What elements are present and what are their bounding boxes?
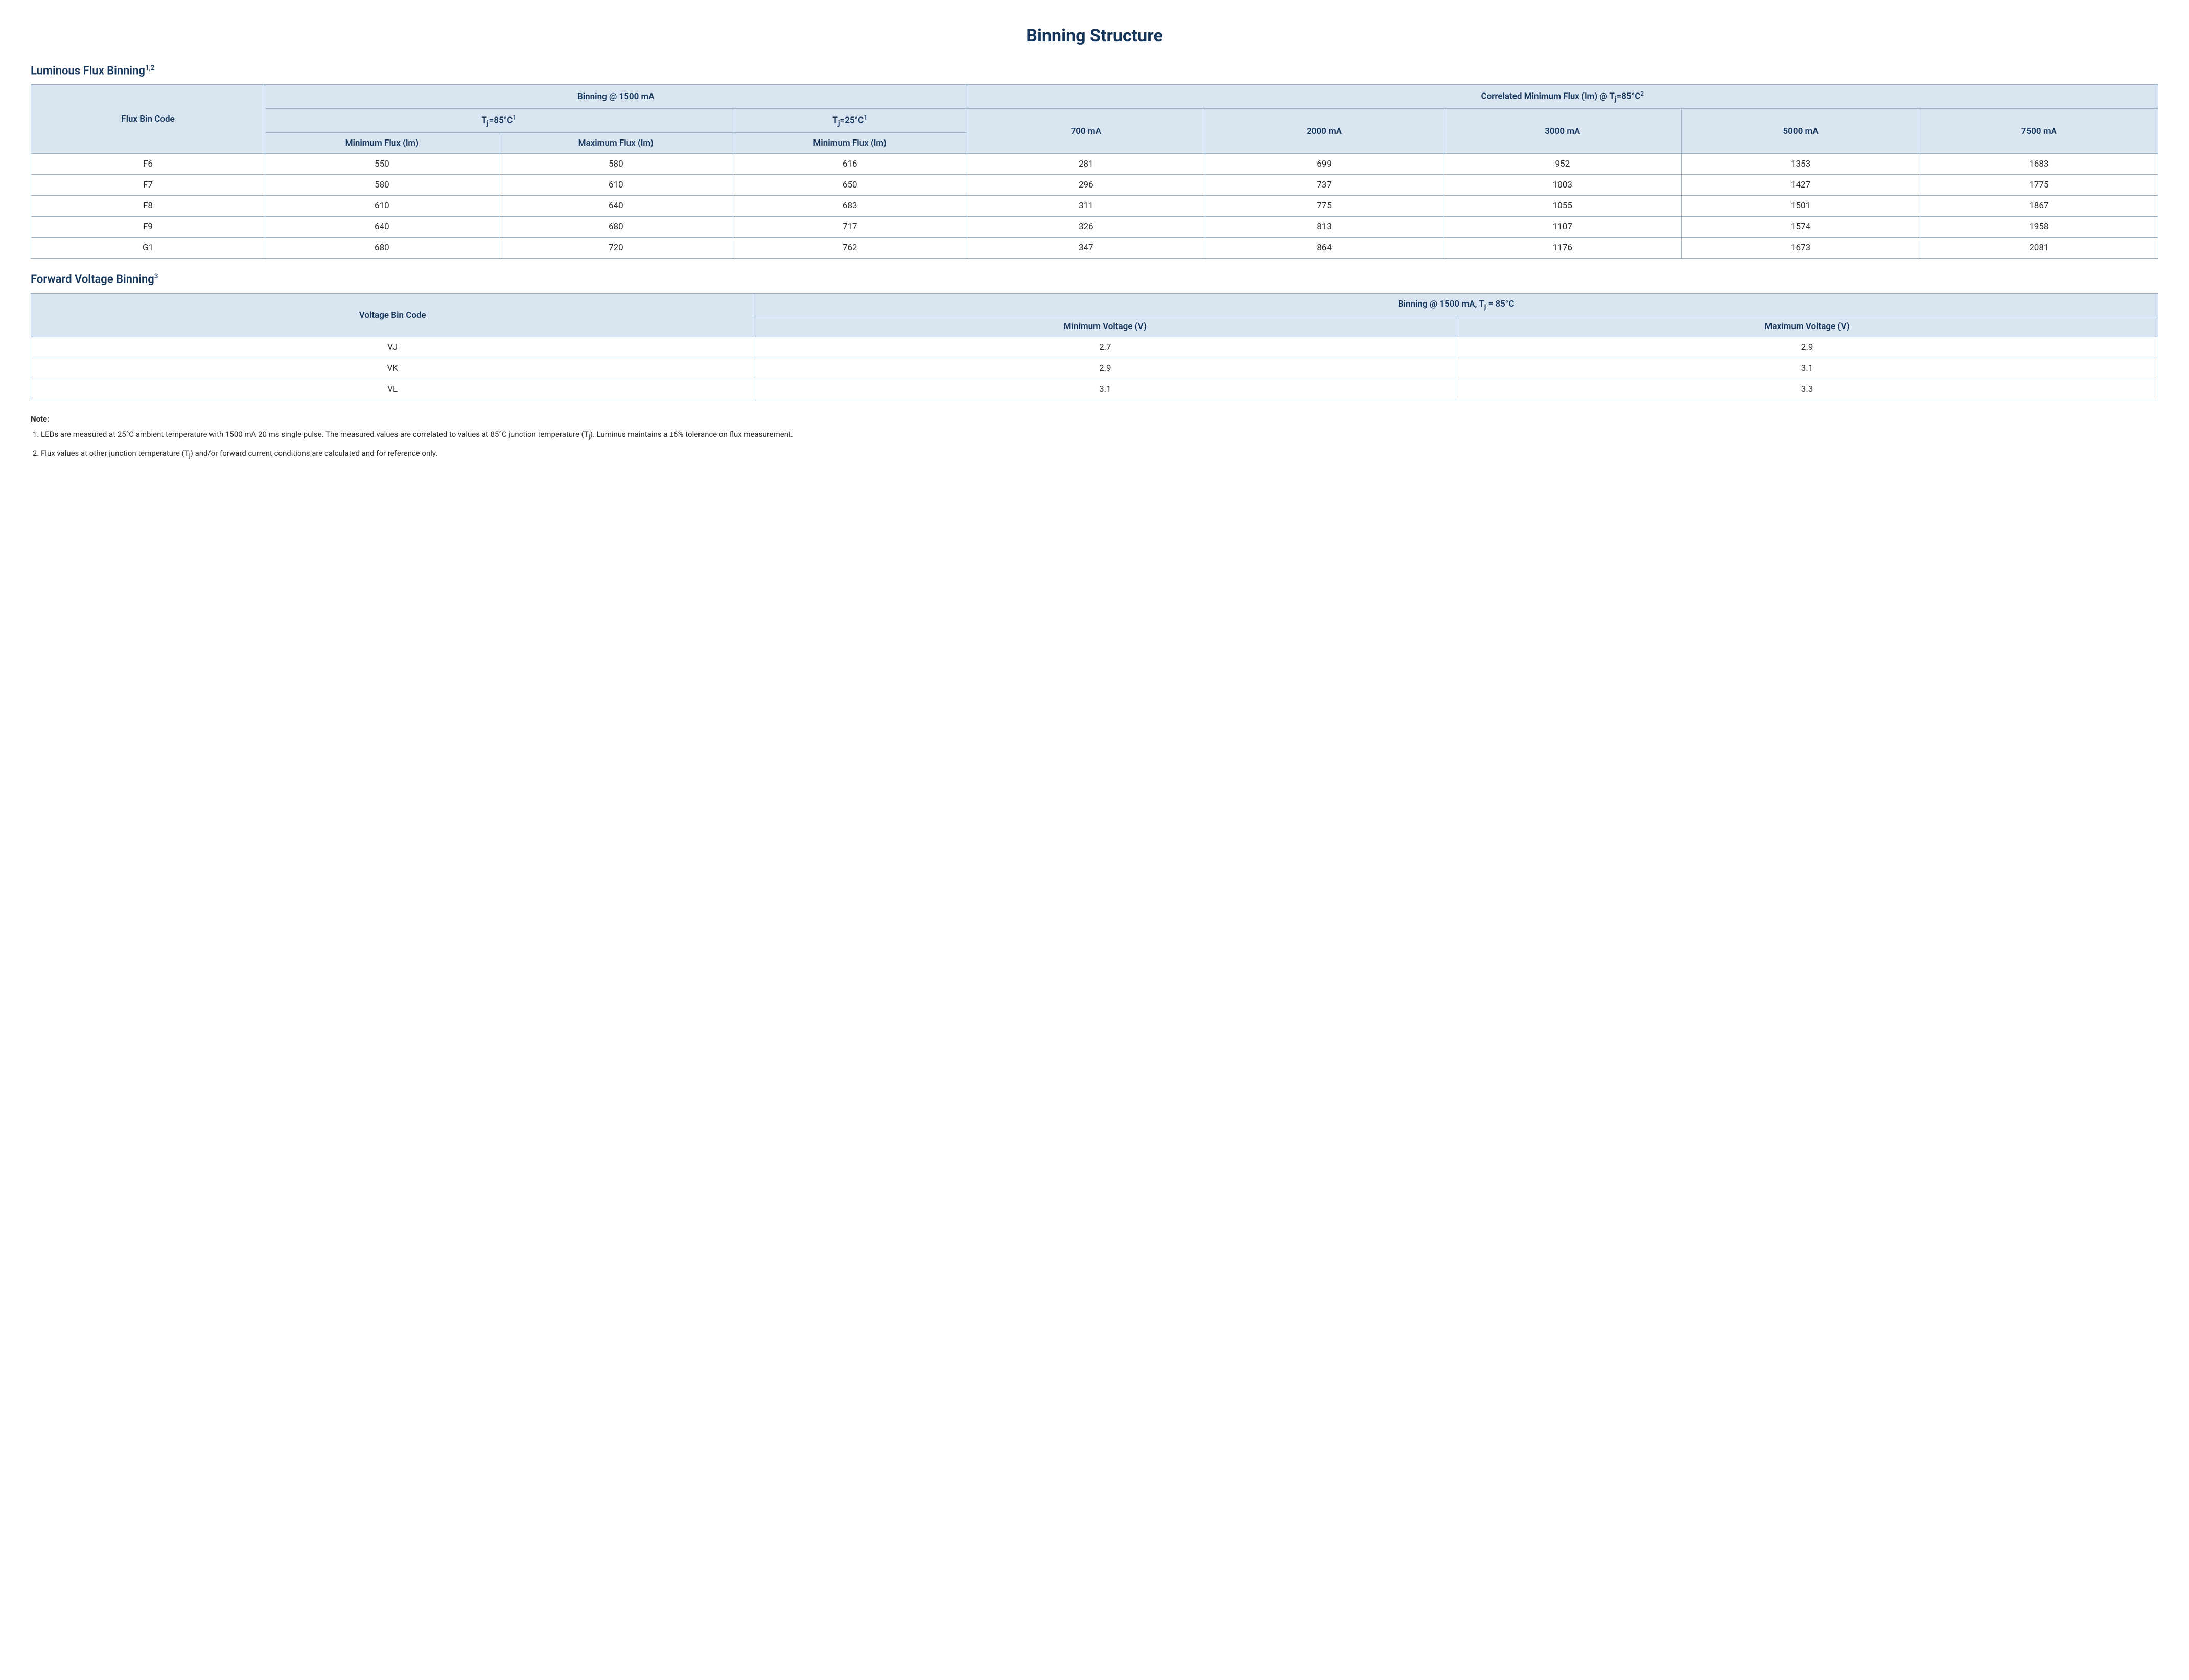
note-item: LEDs are measured at 25°C ambient temper… — [41, 429, 2158, 442]
cell-c3000: 1107 — [1443, 217, 1682, 238]
cell-code: G1 — [31, 238, 265, 259]
cell-code: VJ — [31, 337, 754, 358]
page-title: Binning Structure — [31, 26, 2158, 46]
col-tj25: Tj=25°C1 — [733, 109, 967, 133]
cell-min85: 680 — [265, 238, 499, 259]
col-min-flux-25: Minimum Flux (lm) — [733, 133, 967, 154]
cell-code: VK — [31, 358, 754, 379]
cell-c2000: 813 — [1205, 217, 1443, 238]
cell-c7500: 2081 — [1920, 238, 2158, 259]
table-row: F8610640683311775105515011867 — [31, 196, 2158, 217]
col-max-flux-85: Maximum Flux (lm) — [499, 133, 733, 154]
cell-code: F7 — [31, 175, 265, 196]
cell-c2000: 775 — [1205, 196, 1443, 217]
table-row: VK2.93.1 — [31, 358, 2158, 379]
col-tj85: Tj=85°C1 — [265, 109, 733, 133]
cell-max: 3.3 — [1456, 379, 2158, 400]
cell-c3000: 1003 — [1443, 175, 1682, 196]
col-binning-1500: Binning @ 1500 mA — [265, 85, 967, 109]
cell-c3000: 952 — [1443, 154, 1682, 175]
col-5000ma: 5000 mA — [1682, 109, 1920, 154]
cell-code: VL — [31, 379, 754, 400]
cell-code: F9 — [31, 217, 265, 238]
cell-code: F8 — [31, 196, 265, 217]
table-row: VJ2.72.9 — [31, 337, 2158, 358]
col-voltage-bin-code: Voltage Bin Code — [31, 293, 754, 337]
voltage-binning-table: Voltage Bin Code Binning @ 1500 mA, Tj =… — [31, 293, 2158, 400]
cell-c2000: 737 — [1205, 175, 1443, 196]
cell-c2000: 864 — [1205, 238, 1443, 259]
col-700ma: 700 mA — [967, 109, 1205, 154]
cell-c3000: 1176 — [1443, 238, 1682, 259]
cell-min: 3.1 — [754, 379, 1456, 400]
note-item: Flux values at other junction temperatur… — [41, 448, 2158, 461]
table-row: F7580610650296737100314271775 — [31, 175, 2158, 196]
cell-min85: 640 — [265, 217, 499, 238]
cell-max85: 720 — [499, 238, 733, 259]
cell-c700: 311 — [967, 196, 1205, 217]
cell-c700: 347 — [967, 238, 1205, 259]
cell-max85: 640 — [499, 196, 733, 217]
col-correlated-min-flux: Correlated Minimum Flux (lm) @ Tj=85°C2 — [967, 85, 2158, 109]
cell-c5000: 1427 — [1682, 175, 1920, 196]
cell-max: 2.9 — [1456, 337, 2158, 358]
cell-min25: 717 — [733, 217, 967, 238]
table-row: G1680720762347864117616732081 — [31, 238, 2158, 259]
cell-min: 2.9 — [754, 358, 1456, 379]
col-7500ma: 7500 mA — [1920, 109, 2158, 154]
notes-section: Note: LEDs are measured at 25°C ambient … — [31, 414, 2158, 461]
cell-c3000: 1055 — [1443, 196, 1682, 217]
cell-c7500: 1683 — [1920, 154, 2158, 175]
col-voltage-binning: Binning @ 1500 mA, Tj = 85°C — [754, 293, 2158, 316]
col-min-flux-85: Minimum Flux (lm) — [265, 133, 499, 154]
cell-min: 2.7 — [754, 337, 1456, 358]
cell-c700: 281 — [967, 154, 1205, 175]
cell-c2000: 699 — [1205, 154, 1443, 175]
table-row: F655058061628169995213531683 — [31, 154, 2158, 175]
cell-max85: 580 — [499, 154, 733, 175]
col-min-voltage: Minimum Voltage (V) — [754, 316, 1456, 337]
cell-min25: 762 — [733, 238, 967, 259]
cell-c5000: 1673 — [1682, 238, 1920, 259]
cell-max: 3.1 — [1456, 358, 2158, 379]
table-row: F9640680717326813110715741958 — [31, 217, 2158, 238]
table-row: VL3.13.3 — [31, 379, 2158, 400]
cell-min85: 610 — [265, 196, 499, 217]
col-flux-bin-code: Flux Bin Code — [31, 85, 265, 154]
cell-c7500: 1867 — [1920, 196, 2158, 217]
cell-c7500: 1775 — [1920, 175, 2158, 196]
col-max-voltage: Maximum Voltage (V) — [1456, 316, 2158, 337]
flux-binning-table: Flux Bin Code Binning @ 1500 mA Correlat… — [31, 84, 2158, 259]
cell-min25: 650 — [733, 175, 967, 196]
cell-c700: 326 — [967, 217, 1205, 238]
cell-c5000: 1353 — [1682, 154, 1920, 175]
notes-list: LEDs are measured at 25°C ambient temper… — [31, 429, 2158, 461]
cell-code: F6 — [31, 154, 265, 175]
cell-c7500: 1958 — [1920, 217, 2158, 238]
notes-label: Note: — [31, 414, 2158, 424]
cell-min25: 683 — [733, 196, 967, 217]
cell-max85: 680 — [499, 217, 733, 238]
cell-c5000: 1501 — [1682, 196, 1920, 217]
cell-min25: 616 — [733, 154, 967, 175]
cell-c5000: 1574 — [1682, 217, 1920, 238]
col-3000ma: 3000 mA — [1443, 109, 1682, 154]
voltage-section-title: Forward Voltage Binning3 — [31, 273, 2158, 286]
cell-c700: 296 — [967, 175, 1205, 196]
col-2000ma: 2000 mA — [1205, 109, 1443, 154]
cell-min85: 580 — [265, 175, 499, 196]
cell-min85: 550 — [265, 154, 499, 175]
cell-max85: 610 — [499, 175, 733, 196]
flux-section-title: Luminous Flux Binning1,2 — [31, 64, 2158, 77]
